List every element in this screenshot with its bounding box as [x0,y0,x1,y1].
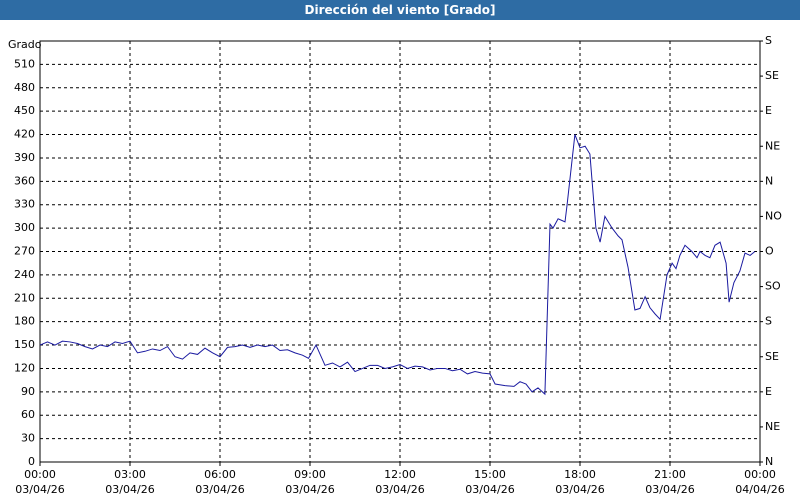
y-tick-label: 450 [14,104,35,117]
y2-tick-label: NO [765,209,782,222]
y-tick-label: 300 [14,221,35,234]
y-tick-label: 390 [14,151,35,164]
x-tick-label: 18:00 03/04/26 [555,468,605,496]
x-tick-label: 03:00 03/04/26 [105,468,155,496]
y-tick-label: 90 [21,385,35,398]
y2-tick-label: S [765,34,772,47]
y2-tick-label: N [765,455,773,468]
chart-title: Dirección del viento [Grado] [0,0,800,20]
y2-tick-label: N [765,174,773,187]
y2-tick-label: E [765,385,772,398]
x-tick-label: 09:00 03/04/26 [285,468,335,496]
y-tick-label: 360 [14,174,35,187]
y2-tick-label: SE [765,350,779,363]
y-tick-label: 210 [14,291,35,304]
y-tick-label: 420 [14,128,35,141]
y-tick-label: 150 [14,338,35,351]
x-tick-label: 15:00 03/04/26 [465,468,515,496]
x-tick-label: 00:00 03/04/26 [15,468,65,496]
y2-tick-label: S [765,315,772,328]
x-tick-label: 00:00 04/04/26 [735,468,785,496]
y-tick-label: 270 [14,245,35,258]
y-tick-label: 120 [14,361,35,374]
x-tick-label: 21:00 03/04/26 [645,468,695,496]
x-tick-label: 12:00 03/04/26 [375,468,425,496]
y2-tick-label: NE [765,139,780,152]
y2-tick-label: SO [765,280,781,293]
y-tick-label: 60 [21,408,35,421]
x-tick-label: 06:00 03/04/26 [195,468,245,496]
y-tick-label: 510 [14,57,35,70]
y2-tick-label: O [765,245,774,258]
y2-tick-label: E [765,104,772,117]
y2-tick-label: NE [765,420,780,433]
y-tick-label: 30 [21,432,35,445]
y-tick-label: 330 [14,198,35,211]
y-tick-label: 480 [14,81,35,94]
y-axis-label: Grado [8,38,42,51]
y-tick-label: 240 [14,268,35,281]
y2-tick-label: SE [765,69,779,82]
line-series [39,134,756,396]
y-tick-label: 0 [28,455,35,468]
y-tick-label: 180 [14,315,35,328]
